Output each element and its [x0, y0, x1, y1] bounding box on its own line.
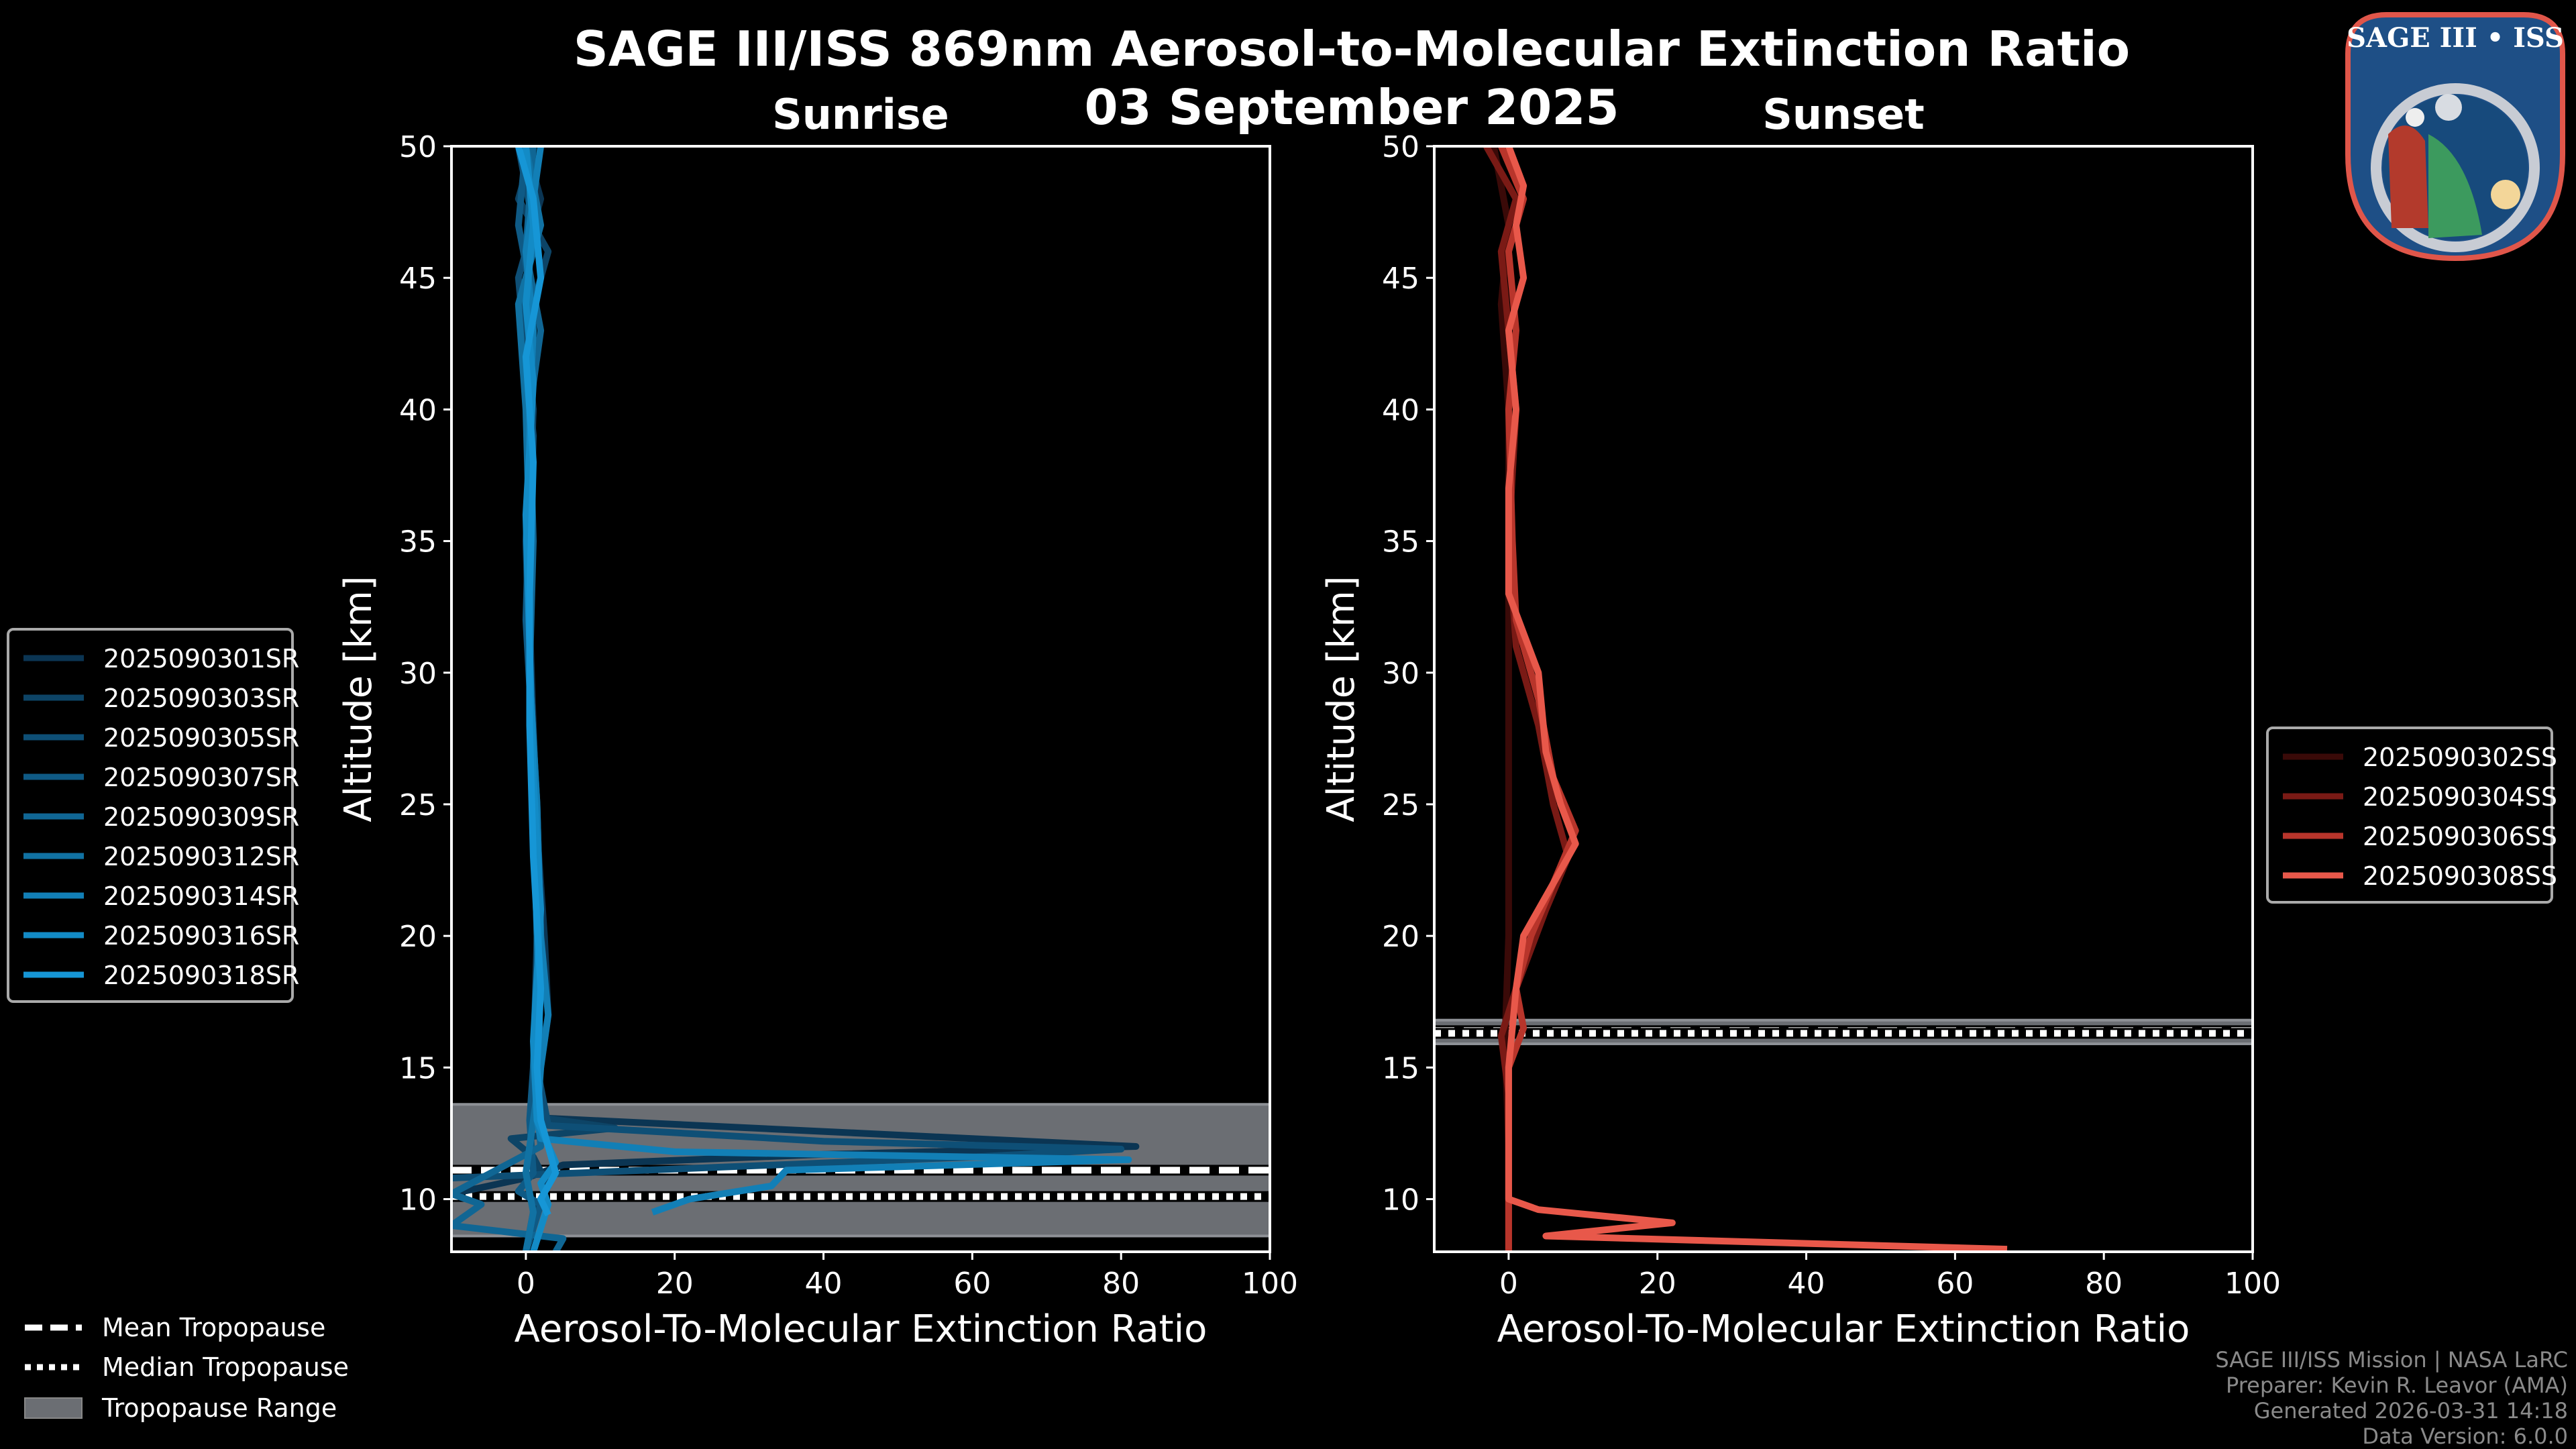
- y-tick-label: 45: [1382, 262, 1419, 296]
- y-tick-label: 15: [1382, 1051, 1419, 1085]
- y-tick-label: 15: [399, 1051, 437, 1085]
- y-tick-label: 35: [399, 525, 437, 559]
- y-tick-label: 45: [399, 262, 437, 296]
- y-tick-label: 25: [1382, 788, 1419, 822]
- legend-label: 2025090318SR: [103, 961, 299, 990]
- legend-label: 2025090306SS: [2363, 822, 2557, 851]
- legend-label: 2025090307SR: [103, 763, 299, 792]
- x-tick-label: 100: [1242, 1267, 1298, 1301]
- y-tick-label: 50: [1382, 130, 1419, 164]
- credit-data-version: Data Version: 6.0.0: [2362, 1424, 2568, 1449]
- y-tick-label: 30: [1382, 657, 1419, 691]
- x-axis-label: Aerosol-To-Molecular Extinction Ratio: [515, 1307, 1208, 1351]
- x-tick-label: 40: [1788, 1267, 1825, 1301]
- x-tick-label: 60: [1936, 1267, 1974, 1301]
- y-tick-label: 25: [399, 788, 437, 822]
- median-tropopause-label: Median Tropopause: [102, 1352, 349, 1382]
- y-axis-label: Altitude [km]: [337, 576, 380, 822]
- x-tick-label: 20: [1639, 1267, 1676, 1301]
- figure-date: 03 September 2025: [1084, 79, 1619, 136]
- x-tick-label: 60: [953, 1267, 991, 1301]
- legend-label: 2025090305SR: [103, 723, 299, 753]
- plot-area: [1434, 146, 2253, 1252]
- credit-mission: SAGE III/ISS Mission | NASA LaRC: [2215, 1347, 2568, 1373]
- tropopause-range-label: Tropopause Range: [101, 1393, 337, 1423]
- legend-box: [2266, 727, 2553, 904]
- plot-area: [451, 146, 1270, 1252]
- sage-iii-iss-logo: SAGE III • ISS: [2345, 12, 2565, 262]
- legend-label: 2025090304SS: [2363, 782, 2557, 812]
- series-line-2025090304SS: [1483, 146, 1572, 1252]
- x-tick-label: 80: [1102, 1267, 1140, 1301]
- x-tick-label: 80: [2085, 1267, 2123, 1301]
- series-line-2025090316SR: [522, 146, 559, 1252]
- y-axis-label: Altitude [km]: [1320, 576, 1363, 822]
- axes-frame: [1433, 145, 2254, 1253]
- credit-preparer: Preparer: Kevin R. Leavor (AMA): [2226, 1373, 2568, 1398]
- y-tick-label: 20: [1382, 920, 1419, 954]
- legend-label: 2025090309SR: [103, 802, 299, 832]
- legend-label: 2025090301SR: [103, 644, 299, 674]
- legend-label: 2025090316SR: [103, 921, 299, 951]
- series-line-2025090308SS: [1505, 146, 2008, 1252]
- legend-label: 2025090303SR: [103, 684, 299, 713]
- y-tick-label: 35: [1382, 525, 1419, 559]
- panel-sunset: Sunset 0 20 40 60 80 100 10 15 20 25 30 35 40 45 50 Aero…: [1320, 90, 2557, 1351]
- legend-label: 2025090302SS: [2363, 743, 2557, 772]
- y-tick-label: 30: [399, 657, 437, 691]
- y-tick-label: 40: [1382, 393, 1419, 427]
- credits: SAGE III/ISS Mission | NASA LaRC Prepare…: [2215, 1347, 2568, 1449]
- logo-title: SAGE III • ISS: [2347, 22, 2564, 54]
- y-tick-label: 20: [399, 920, 437, 954]
- x-tick-label: 0: [1499, 1267, 1518, 1301]
- y-tick-label: 10: [399, 1183, 437, 1218]
- panel-sunrise: Sunrise 0 20 40 60 80 100 10 15 20 25 30 35 40 45 50 Aer…: [7, 90, 1298, 1351]
- series-legend: 2025090302SS 2025090304SS 2025090306SS 2025…: [2266, 727, 2557, 904]
- figure-title: SAGE III/ISS 869nm Aerosol-to-Molecular …: [574, 21, 2130, 77]
- x-tick-label: 0: [517, 1267, 535, 1301]
- panel-title: Sunrise: [772, 90, 949, 139]
- series-line-2025090318SR: [515, 146, 559, 1217]
- legend-box: [7, 628, 294, 1003]
- panel-title: Sunset: [1762, 90, 1925, 139]
- x-tick-label: 20: [656, 1267, 694, 1301]
- series-legend: 2025090301SR 2025090303SR 2025090305SR 2025…: [7, 628, 299, 1003]
- x-tick-label: 100: [2224, 1267, 2281, 1301]
- axes-frame: [450, 145, 1271, 1253]
- mean-tropopause-label: Mean Tropopause: [102, 1313, 325, 1342]
- y-tick-label: 10: [1382, 1183, 1419, 1218]
- tropopause-legend: Mean Tropopause Median Tropopause Tropop…: [24, 1313, 349, 1423]
- x-axis-label: Aerosol-To-Molecular Extinction Ratio: [1497, 1307, 2190, 1351]
- y-tick-label: 50: [399, 130, 437, 164]
- y-tick-label: 40: [399, 393, 437, 427]
- tropopause-range-swatch: [24, 1397, 83, 1419]
- x-tick-label: 40: [805, 1267, 843, 1301]
- legend-label: 2025090314SR: [103, 881, 299, 911]
- legend-label: 2025090308SS: [2363, 861, 2557, 891]
- credit-generated: Generated 2026-03-31 14:18: [2254, 1398, 2568, 1424]
- legend-label: 2025090312SR: [103, 842, 299, 871]
